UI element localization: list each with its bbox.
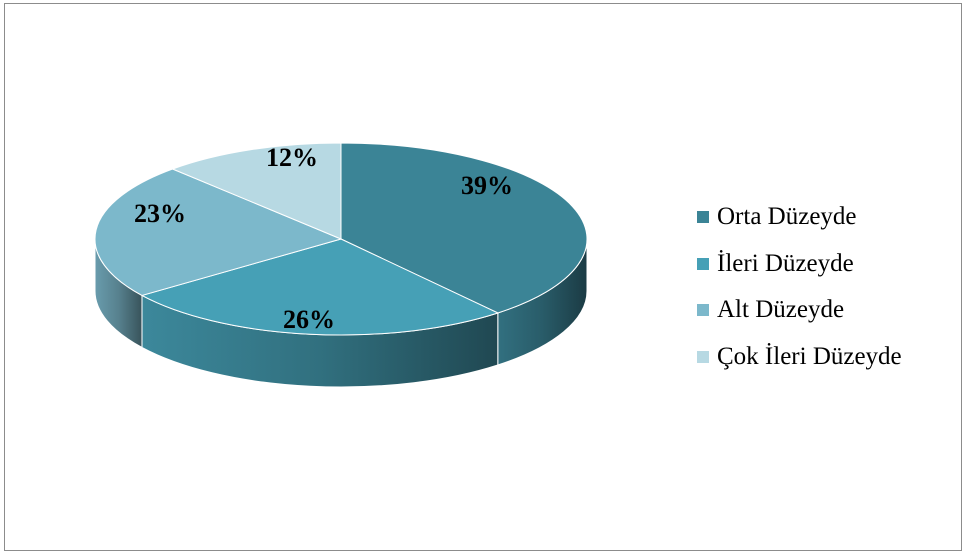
legend-item-3: Çok İleri Düzeyde <box>697 334 902 381</box>
pie-slice-0 <box>340 142 588 314</box>
pie-chart: 39% 26% 23% 12% <box>94 142 588 388</box>
legend-swatch-1 <box>697 257 709 270</box>
pie-slice-1 <box>140 238 500 336</box>
pie-slice-3 <box>171 142 342 240</box>
legend-item-2: Alt Düzeyde <box>697 287 902 334</box>
chart-frame: 39% 26% 23% 12% Orta Düzeyde İleri Düzeyde … <box>4 3 962 551</box>
legend-label-3: Çok İleri Düzeyde <box>717 342 902 370</box>
data-label-0: 39% <box>461 171 513 200</box>
data-label-2: 23% <box>134 199 186 228</box>
legend-item-0: Orta Düzeyde <box>697 194 902 241</box>
legend-swatch-0 <box>697 211 709 224</box>
legend-swatch-3 <box>697 350 709 363</box>
pie-slice-2 <box>94 168 343 296</box>
legend-item-1: İleri Düzeyde <box>697 241 902 288</box>
legend-swatch-2 <box>697 304 709 317</box>
chart-legend: Orta Düzeyde İleri Düzeyde Alt Düzeyde Ç… <box>697 194 902 380</box>
legend-label-0: Orta Düzeyde <box>717 203 857 231</box>
legend-label-2: Alt Düzeyde <box>717 296 845 324</box>
legend-label-1: İleri Düzeyde <box>717 249 854 277</box>
data-label-1: 26% <box>283 305 335 334</box>
data-label-3: 12% <box>266 143 318 172</box>
